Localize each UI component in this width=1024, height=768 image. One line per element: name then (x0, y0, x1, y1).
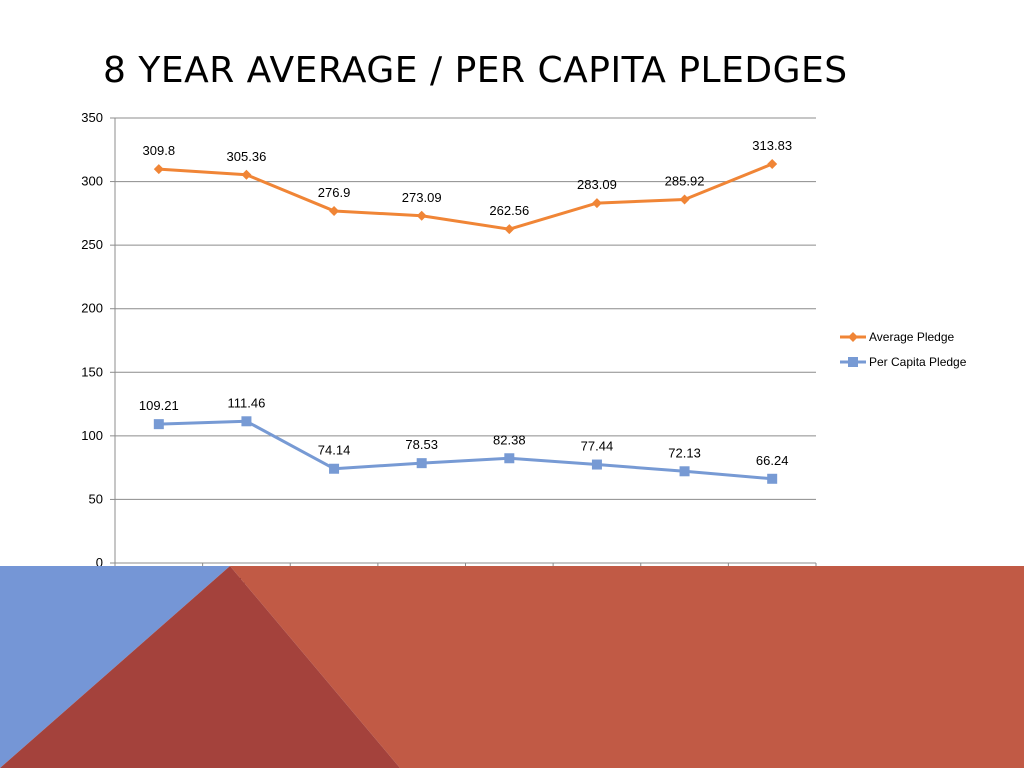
data-point-marker (679, 466, 690, 477)
data-point-marker (767, 158, 778, 169)
decor-red-band (230, 566, 1024, 768)
y-tick-label: 350 (81, 110, 103, 125)
data-label: 305.36 (227, 149, 267, 164)
data-label: 77.44 (581, 439, 614, 454)
y-tick-label: 300 (81, 174, 103, 189)
legend-marker (848, 332, 858, 342)
data-point-marker (153, 164, 164, 175)
gridlines (115, 117, 816, 500)
data-point-marker (591, 459, 602, 470)
data-point-marker (416, 210, 427, 221)
data-point-marker (416, 458, 427, 469)
data-point-marker (153, 419, 164, 430)
slide-decoration (0, 566, 1024, 768)
legend: Average Pledge Per Capita Pledge (840, 330, 967, 369)
series-line-1 (158, 162, 773, 231)
data-label: 285.92 (665, 173, 705, 188)
y-tick-label: 200 (81, 301, 103, 316)
data-label: 273.09 (402, 190, 442, 205)
data-point-marker (241, 169, 252, 180)
data-label: 72.13 (668, 445, 701, 460)
data-point-marker (679, 194, 690, 205)
y-tick-label: 250 (81, 237, 103, 252)
data-label: 276.9 (318, 185, 351, 200)
data-point-marker (241, 416, 252, 427)
y-tick-label: 50 (89, 491, 103, 506)
data-point-marker (591, 198, 602, 209)
data-label: 283.09 (577, 177, 617, 192)
data-point-marker (329, 205, 340, 216)
data-label: 262.56 (489, 203, 529, 218)
legend-marker (848, 357, 858, 367)
data-point-marker (504, 224, 515, 235)
data-label: 82.38 (493, 432, 526, 447)
legend-label: Per Capita Pledge (869, 355, 967, 369)
slide-title: 8 YEAR AVERAGE / PER CAPITA PLEDGES (103, 50, 848, 91)
data-point-marker (329, 463, 340, 474)
data-label: 66.24 (756, 453, 789, 468)
data-labels: 309.8 305.36 276.9 273.09 262.56 283.09 285.92… (139, 138, 792, 468)
data-label: 309.8 (143, 143, 176, 158)
data-point-marker (767, 473, 778, 484)
y-tick-label: 100 (81, 428, 103, 443)
series (153, 158, 778, 484)
decor-dark-red-triangle (0, 566, 400, 768)
data-label: 313.83 (752, 138, 792, 153)
data-label: 111.46 (228, 395, 266, 410)
data-label: 109.21 (139, 398, 179, 413)
data-label: 78.53 (405, 437, 438, 452)
y-tick-label: 150 (81, 364, 103, 379)
series-line-2 (158, 419, 773, 481)
data-point-marker (504, 453, 515, 464)
legend-label: Average Pledge (869, 330, 955, 344)
data-label: 74.14 (318, 443, 351, 458)
y-tick-label: 0 (96, 555, 103, 570)
